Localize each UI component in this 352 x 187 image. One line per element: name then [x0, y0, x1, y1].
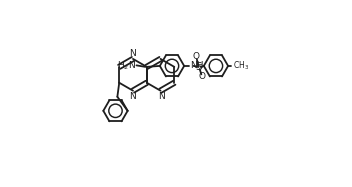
Text: $\mathregular{H_2N}$: $\mathregular{H_2N}$ — [118, 59, 137, 72]
Text: N: N — [158, 92, 164, 101]
Text: S: S — [196, 62, 202, 72]
Text: CH$_3$: CH$_3$ — [233, 60, 249, 72]
Text: N: N — [129, 92, 136, 101]
Text: NH: NH — [190, 61, 203, 70]
Text: O: O — [193, 52, 200, 62]
Text: O: O — [199, 72, 206, 81]
Text: N: N — [129, 49, 136, 58]
